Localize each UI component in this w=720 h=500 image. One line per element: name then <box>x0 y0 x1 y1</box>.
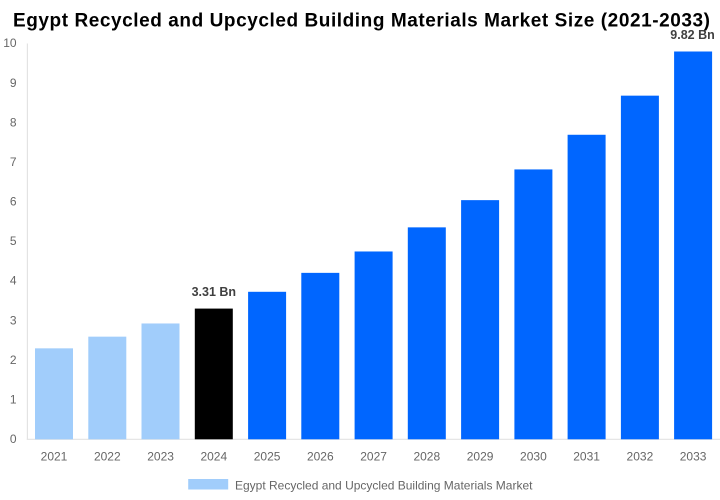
svg-text:4: 4 <box>10 274 17 288</box>
svg-text:6: 6 <box>10 195 17 209</box>
svg-text:2024: 2024 <box>200 450 227 464</box>
svg-text:2028: 2028 <box>413 450 440 464</box>
svg-text:Egypt Recycled and Upcycled Bu: Egypt Recycled and Upcycled Building Mat… <box>13 11 710 32</box>
svg-text:2030: 2030 <box>520 450 547 464</box>
svg-text:2: 2 <box>10 353 17 367</box>
svg-text:8: 8 <box>10 115 17 129</box>
svg-text:2022: 2022 <box>94 450 121 464</box>
svg-text:5: 5 <box>10 234 17 248</box>
svg-text:2032: 2032 <box>627 450 654 464</box>
svg-text:0: 0 <box>10 432 17 446</box>
svg-text:3.31 Bn: 3.31 Bn <box>192 285 236 299</box>
svg-text:2031: 2031 <box>573 450 600 464</box>
svg-text:3: 3 <box>10 313 17 327</box>
svg-text:2021: 2021 <box>41 450 68 464</box>
svg-text:2025: 2025 <box>254 450 281 464</box>
svg-text:2029: 2029 <box>467 450 494 464</box>
svg-text:2023: 2023 <box>147 450 174 464</box>
svg-text:Egypt Recycled and Upcycled Bu: Egypt Recycled and Upcycled Building Mat… <box>235 479 533 493</box>
svg-text:9.82 Bn: 9.82 Bn <box>670 28 714 42</box>
svg-text:2033: 2033 <box>680 450 707 464</box>
svg-text:9: 9 <box>10 76 17 90</box>
svg-text:10: 10 <box>3 36 17 50</box>
svg-text:2027: 2027 <box>360 450 387 464</box>
svg-text:7: 7 <box>10 155 17 169</box>
svg-text:2026: 2026 <box>307 450 334 464</box>
svg-text:1: 1 <box>10 392 17 406</box>
